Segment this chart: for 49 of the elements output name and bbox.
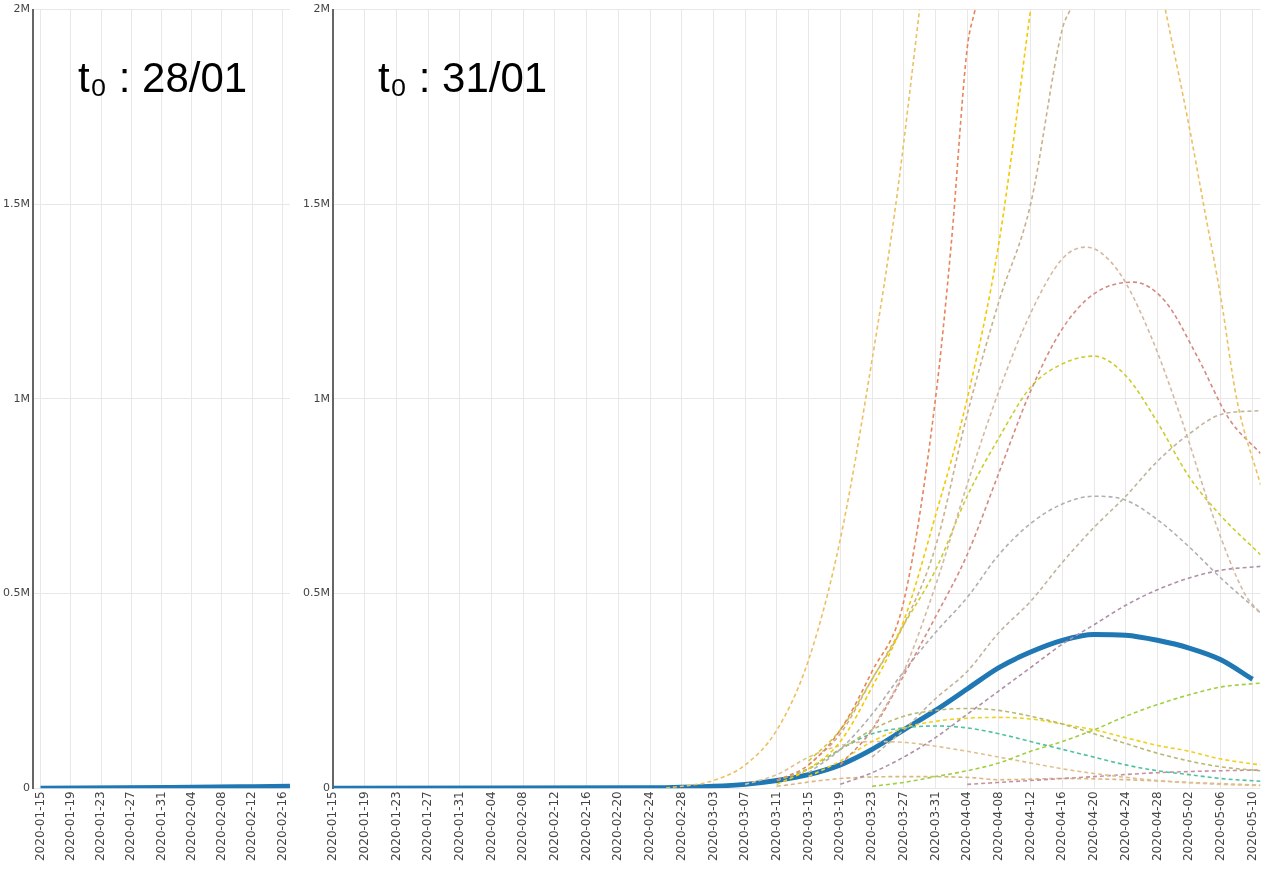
x-tick-label: 2020-01-23 <box>93 791 108 862</box>
x-tick-label: 2020-01-31 <box>153 791 168 862</box>
x-tick-label: 2020-05-10 <box>1244 791 1259 862</box>
x-tick-label: 2020-03-15 <box>800 791 815 862</box>
x-tick-label: 2020-04-12 <box>1022 791 1037 862</box>
x-tick-label: 2020-02-24 <box>642 791 657 862</box>
annotation: t₀ : 28/01 <box>77 54 248 102</box>
x-tick-label: 2020-04-24 <box>1117 791 1132 862</box>
x-tick-label: 2020-03-19 <box>832 791 847 862</box>
x-tick-label: 2020-01-19 <box>62 791 77 862</box>
x-tick-label: 2020-02-16 <box>578 791 593 862</box>
x-tick-label: 2020-03-07 <box>737 791 752 862</box>
x-tick-label: 2020-05-02 <box>1181 791 1196 862</box>
y-tick-label: 0 <box>22 781 30 795</box>
x-tick-label: 2020-02-08 <box>515 791 530 862</box>
x-tick-label: 2020-02-20 <box>610 791 625 862</box>
y-tick-label: 1M <box>13 391 30 405</box>
y-tick-label: 0.5M <box>3 586 30 600</box>
x-tick-label: 2020-02-28 <box>673 791 688 862</box>
x-tick-label: 2020-02-04 <box>183 791 198 862</box>
x-tick-label: 2020-04-28 <box>1149 791 1164 862</box>
x-tick-label: 2020-03-03 <box>705 791 720 862</box>
y-tick-label: 1.5M <box>3 197 30 211</box>
x-tick-label: 2020-02-12 <box>547 791 562 862</box>
y-tick-label: 2M <box>313 2 330 16</box>
x-tick-label: 2020-01-15 <box>32 791 47 862</box>
x-tick-label: 2020-02-08 <box>214 791 229 862</box>
y-tick-label: 1M <box>313 391 330 405</box>
x-tick-label: 2020-04-04 <box>959 791 974 862</box>
x-tick-label: 2020-04-08 <box>991 791 1005 862</box>
x-tick-label: 2020-03-31 <box>927 791 942 862</box>
x-tick-label: 2020-01-23 <box>388 791 403 862</box>
x-tick-label: 2020-03-27 <box>895 791 910 862</box>
y-tick-label: 1.5M <box>303 197 330 211</box>
x-tick-label: 2020-01-27 <box>123 791 138 862</box>
y-tick-label: 2M <box>13 2 30 16</box>
x-tick-label: 2020-01-31 <box>451 791 466 862</box>
x-tick-label: 2020-04-16 <box>1054 791 1069 862</box>
y-tick-label: 0.5M <box>303 586 330 600</box>
x-tick-label: 2020-05-06 <box>1212 791 1227 862</box>
x-tick-label: 2020-02-16 <box>274 791 289 862</box>
x-tick-label: 2020-02-04 <box>483 791 498 862</box>
x-tick-label: 2020-04-20 <box>1086 791 1101 862</box>
x-tick-label: 2020-01-19 <box>356 791 371 862</box>
x-tick-label: 2020-01-27 <box>420 791 435 862</box>
annotation: t₀ : 31/01 <box>377 54 548 102</box>
x-tick-label: 2020-03-11 <box>769 791 784 862</box>
x-tick-label: 2020-02-12 <box>244 791 259 862</box>
x-tick-label: 2020-03-23 <box>864 791 879 862</box>
